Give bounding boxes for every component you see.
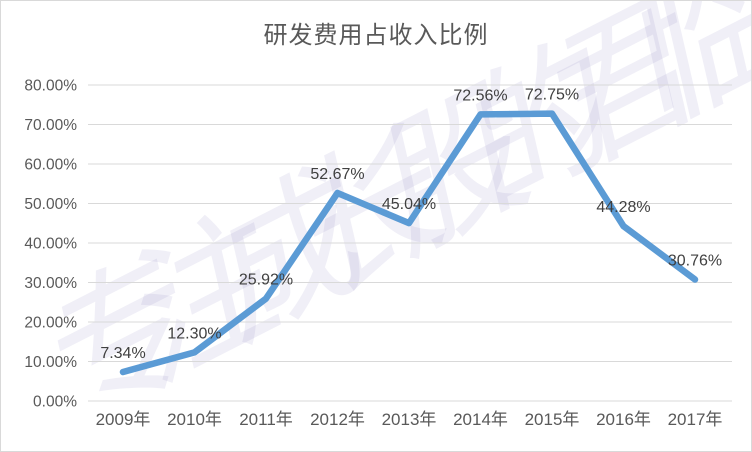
y-axis-tick-label: 10.00% xyxy=(24,354,77,371)
data-point-label: 72.56% xyxy=(453,87,507,104)
x-axis-tick-label: 2015年 xyxy=(525,410,580,429)
data-point-label: 30.76% xyxy=(668,252,722,269)
x-axis-tick-label: 2009年 xyxy=(96,410,151,429)
x-axis-tick-label: 2014年 xyxy=(453,410,508,429)
y-axis-tick-label: 50.00% xyxy=(24,196,77,213)
x-axis-tick-label: 2016年 xyxy=(596,410,651,429)
data-point-label: 7.34% xyxy=(100,345,145,362)
data-point-label: 72.75% xyxy=(525,87,579,104)
data-series-line xyxy=(119,110,699,376)
data-point-label: 45.04% xyxy=(382,196,436,213)
chart-title: 研发费用占收入比例 xyxy=(263,22,489,49)
y-axis-tick-label: 80.00% xyxy=(24,78,77,95)
y-axis-tick-label: 20.00% xyxy=(24,315,77,332)
y-axis-tick-label: 30.00% xyxy=(24,275,77,292)
x-axis-tick-label: 2011年 xyxy=(239,410,293,429)
x-axis-tick-label: 2012年 xyxy=(310,410,365,429)
y-axis-tick-label: 40.00% xyxy=(24,236,77,253)
y-axis-tick-label: 60.00% xyxy=(24,157,77,174)
y-axis-tick-label: 0.00% xyxy=(33,394,77,411)
data-point-label: 44.28% xyxy=(596,199,650,216)
x-axis-tick-label: 2017年 xyxy=(668,410,723,429)
data-point-label: 12.30% xyxy=(167,325,221,342)
data-point-label: 52.67% xyxy=(310,166,364,183)
y-axis-tick-label: 70.00% xyxy=(24,117,77,134)
x-axis-tick-label: 2010年 xyxy=(167,410,222,429)
data-point-label: 25.92% xyxy=(239,272,293,289)
x-axis-tick-label: 2013年 xyxy=(382,410,437,429)
